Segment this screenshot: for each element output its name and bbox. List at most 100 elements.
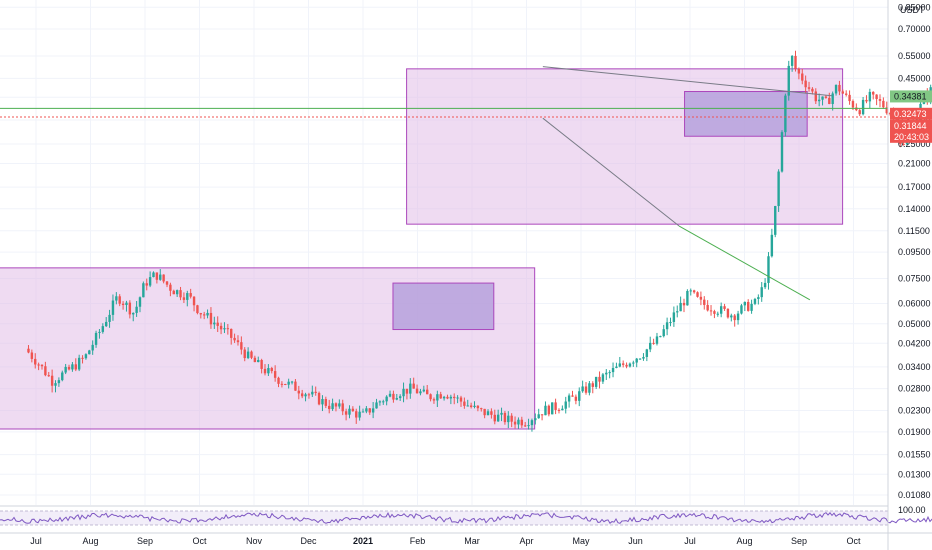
candle-body [503,412,507,423]
candle-body [517,419,520,425]
candle-body [300,393,304,397]
candle-body [621,363,625,365]
candle-body [257,360,260,363]
candle-body [64,366,67,373]
candle-body [422,389,426,392]
candle-body [574,396,578,401]
candle-body [172,290,175,295]
candle-body [277,377,280,384]
candle-body [902,143,905,145]
candle-body [780,132,784,172]
consolidation-box-jul[interactable] [684,91,808,137]
candle-body [233,337,236,341]
candle-body [662,329,665,337]
candle-body [44,366,47,376]
candle-body [463,401,466,406]
candle-body [875,94,878,100]
candle-body [341,403,344,412]
candle-body [317,392,321,405]
y-tick-label: 0.25000 [898,139,931,149]
lower-trendline[interactable] [542,117,680,227]
candle-body [882,100,885,108]
candle-body [571,395,574,397]
candle-body [469,405,473,407]
candle-body [71,364,74,370]
x-tick-label: Feb [410,536,426,546]
candle-body [507,415,510,423]
candle-body [459,397,463,402]
candle-body [67,366,71,370]
candle-body [797,68,801,74]
candle-body [54,383,57,386]
candle-body [591,383,594,387]
candle-body [750,303,753,311]
x-tick-label: May [572,536,590,546]
candle-body [236,340,240,343]
candle-body [209,312,213,325]
candle-body [267,368,270,374]
candle-body [605,372,608,375]
candle-body [861,99,865,115]
candle-body [358,411,361,418]
y-tick-label: 0.01080 [898,490,931,500]
red-level-tag: 0.31844 [894,121,927,131]
candle-body [304,394,307,397]
candle-body [432,399,436,401]
candle-body [388,393,392,397]
candle-body [767,256,770,283]
candle-body [736,313,740,321]
candle-body [77,357,81,370]
red-level-tag-bg [890,119,932,132]
candle-body [561,408,564,411]
y-tick-label: 0.01550 [898,450,931,460]
candle-body [344,411,348,415]
candle-body [30,352,34,359]
candle-body [642,356,645,359]
y-tick-label: 0.01300 [898,469,931,479]
candle-body [398,396,402,399]
candle-body [841,91,845,94]
upper-trendline[interactable] [542,66,832,97]
candle-body [689,290,692,292]
candle-body [108,314,111,322]
y-tick-label: 0.85000 [898,2,931,12]
candle-body [456,397,459,399]
candle-body [615,366,618,368]
candle-body [567,395,571,402]
candle-body [753,298,757,304]
candle-body [179,290,182,298]
candle-body [375,402,378,409]
candle-body [338,403,341,407]
candle-body [61,372,64,381]
consolidation-box-jan[interactable] [392,282,495,331]
y-tick-label: 0.03400 [898,362,931,372]
projection-line[interactable] [678,225,811,301]
candle-body [202,314,206,316]
candle-body [88,350,91,355]
candle-body [794,55,797,69]
x-tick-label: Sep [137,536,153,546]
candle-body [385,396,388,402]
candle-body [47,375,50,377]
candle-body [246,351,250,359]
candle-body [311,391,314,395]
candle-body [368,408,371,413]
candle-body [57,380,61,384]
candle-body [165,281,169,285]
candle-body [692,290,696,293]
candle-body [733,315,736,321]
candle-body [544,405,547,416]
candle-body [659,336,662,338]
candle-body [844,93,848,95]
candle-body [34,358,37,365]
candle-body [155,272,159,280]
candle-body [872,91,875,95]
candle-body [415,388,419,394]
candle-body [848,94,851,102]
y-tick-label: 0.06000 [898,298,931,308]
currency-label: USDT [900,5,925,15]
candle-body [226,328,230,330]
candle-body [611,367,615,373]
